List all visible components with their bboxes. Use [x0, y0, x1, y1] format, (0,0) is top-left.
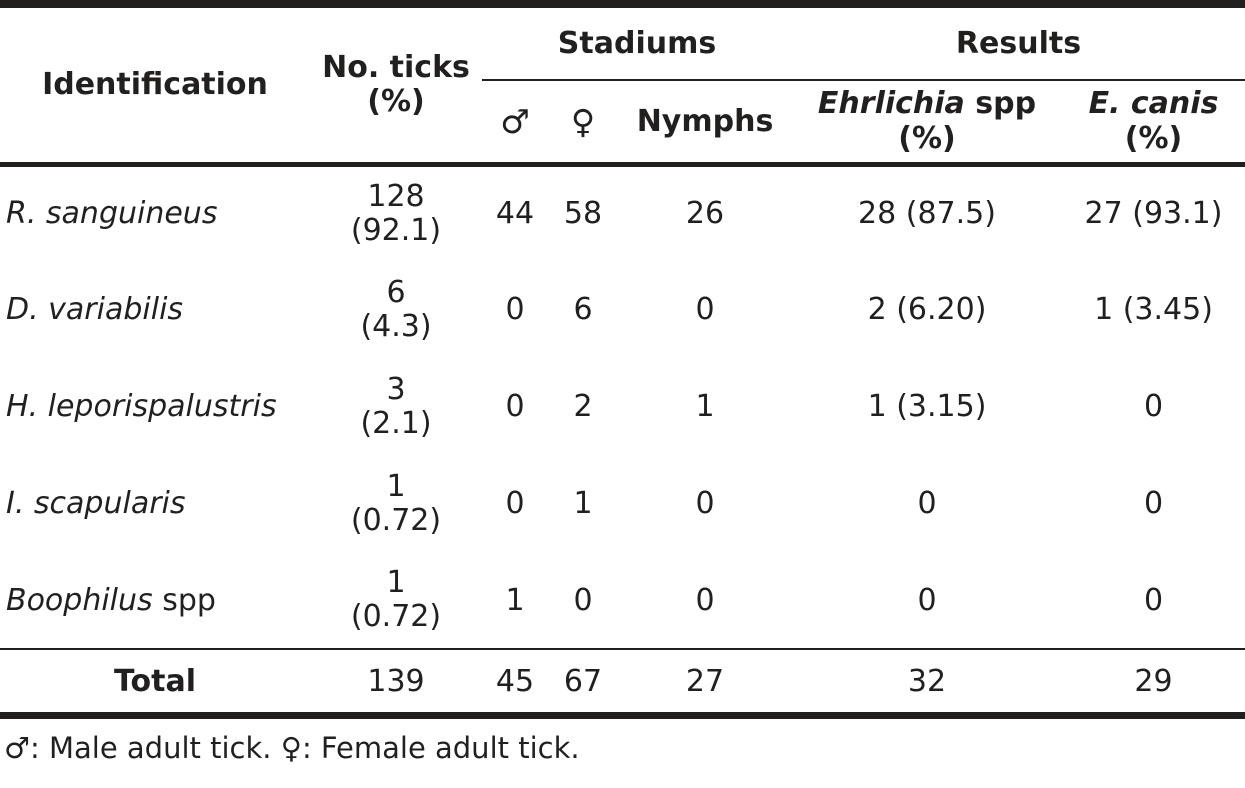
cell-e-canis: 0 — [1143, 582, 1164, 618]
tick-count: 6 — [386, 274, 406, 310]
tick-identification-table: Identification No. ticks (%) Stadiums Re… — [0, 0, 1245, 719]
ehrlichia-line2: (%) — [898, 121, 956, 157]
table-row: Boophilus spp 1 (0.72) 1 0 0 0 0 — [0, 552, 1245, 649]
cell-species: I. scapularis — [0, 455, 310, 552]
cell-ehrlichia-spp: 0 — [917, 582, 937, 618]
table-row: I. scapularis 1 (0.72) 0 1 0 0 0 — [0, 455, 1245, 552]
table-footnote: ♂: Male adult tick. ♀: Female adult tick… — [4, 731, 580, 765]
cell-male: 44 — [495, 196, 535, 232]
table-row: H. leporispalustris 3 (2.1) 0 2 1 1 (3.1… — [0, 358, 1245, 455]
ehrlichia-line1: Ehrlichia spp — [792, 86, 1062, 121]
column-header-identification: Identification — [0, 4, 310, 167]
cell-no-ticks: 128 (92.1) — [310, 164, 482, 261]
e-canis-name: E. canis — [1088, 86, 1219, 122]
cell-ehrlichia-spp: 2 (6.20) — [867, 292, 987, 327]
cell-no-ticks: 1 (0.72) — [310, 455, 482, 552]
cell-male: 0 — [505, 389, 525, 424]
cell-no-ticks: 6 (4.3) — [310, 261, 482, 358]
cell-female: 58 — [563, 196, 603, 232]
cell-nymphs: 0 — [695, 292, 715, 327]
ehrlichia-genus: Ehrlichia — [817, 86, 965, 122]
species-name: R. sanguineus — [6, 196, 218, 232]
column-header-nymphs: Nymphs — [618, 80, 792, 167]
tick-count-pct: (2.1) — [360, 405, 432, 441]
total-ehrlichia-spp: 32 — [792, 648, 1062, 719]
tick-count-pct: (92.1) — [350, 212, 442, 248]
cell-female: 2 — [573, 389, 593, 424]
total-female: 67 — [548, 648, 618, 719]
cell-species: Boophilus spp — [0, 552, 310, 649]
cell-species: H. leporispalustris — [0, 358, 310, 455]
header-row-groups: Identification No. ticks (%) Stadiums Re… — [0, 4, 1245, 167]
species-name: D. variabilis — [6, 292, 184, 327]
cell-no-ticks: 3 (2.1) — [310, 358, 482, 455]
cell-nymphs: 0 — [695, 582, 715, 618]
cell-ehrlichia-spp: 0 — [917, 486, 937, 521]
male-symbol-icon: ♂ — [482, 80, 548, 167]
species-name: I. scapularis — [6, 486, 186, 521]
cell-male: 1 — [505, 582, 525, 618]
cell-e-canis: 1 (3.45) — [1094, 292, 1213, 327]
cell-nymphs: 0 — [695, 486, 715, 521]
no-ticks-line2: (%) — [367, 83, 425, 119]
tick-count: 3 — [386, 371, 406, 407]
total-e-canis: 29 — [1062, 648, 1245, 719]
group-header-stadiums: Stadiums — [482, 4, 792, 81]
table-header: Identification No. ticks (%) Stadiums Re… — [0, 4, 1245, 167]
female-symbol-icon: ♀ — [548, 80, 618, 167]
species-name: Boophilus — [6, 582, 153, 618]
total-nymphs: 27 — [618, 648, 792, 719]
cell-ehrlichia-spp: 1 (3.15) — [867, 389, 987, 424]
cell-female: 0 — [573, 582, 593, 618]
cell-no-ticks: 1 (0.72) — [310, 552, 482, 649]
tick-count: 128 — [367, 178, 425, 214]
ehrlichia-spp-suffix: spp — [964, 86, 1037, 122]
cell-male: 0 — [505, 486, 525, 521]
cell-female: 1 — [573, 486, 593, 521]
column-header-no-ticks: No. ticks (%) — [310, 4, 482, 167]
cell-species: R. sanguineus — [0, 164, 310, 261]
no-ticks-line1: No. ticks — [322, 49, 470, 85]
species-name-roman: spp — [152, 582, 216, 618]
table-row: D. variabilis 6 (4.3) 0 6 0 2 (6.20) 1 (… — [0, 261, 1245, 358]
species-name: H. leporispalustris — [6, 389, 277, 424]
table-row: R. sanguineus 128 (92.1) 44 58 26 28 (87… — [0, 164, 1245, 261]
e-canis-line1: E. canis — [1062, 86, 1245, 121]
total-male: 45 — [482, 648, 548, 719]
tick-count: 1 — [386, 565, 406, 600]
cell-ehrlichia-spp: 28 (87.5) — [858, 196, 996, 232]
total-count: 139 — [310, 648, 482, 719]
cell-e-canis: 27 (93.1) — [1084, 196, 1223, 232]
header-row-sub: ♂ ♀ Nymphs Ehrlichia spp (%) E. canis (%… — [0, 80, 1245, 167]
column-header-ehrlichia-spp: Ehrlichia spp (%) — [792, 80, 1062, 167]
tick-count-pct: (0.72) — [350, 502, 442, 538]
tick-count-pct: (4.3) — [360, 308, 432, 344]
cell-male: 0 — [505, 292, 525, 327]
total-row: Total 139 45 67 27 32 29 — [0, 648, 1245, 719]
cell-e-canis: 0 — [1143, 486, 1164, 521]
table-body: R. sanguineus 128 (92.1) 44 58 26 28 (87… — [0, 164, 1245, 719]
tick-count: 1 — [386, 468, 406, 504]
total-label: Total — [0, 648, 310, 719]
tick-count-pct: (0.72) — [350, 599, 442, 634]
cell-female: 6 — [573, 292, 593, 327]
cell-e-canis: 0 — [1143, 389, 1164, 424]
cell-nymphs: 26 — [685, 196, 725, 232]
column-header-e-canis: E. canis (%) — [1062, 80, 1245, 167]
cell-nymphs: 1 — [695, 389, 715, 424]
cell-species: D. variabilis — [0, 261, 310, 358]
e-canis-line2: (%) — [1124, 121, 1183, 157]
group-header-results: Results — [792, 4, 1245, 81]
